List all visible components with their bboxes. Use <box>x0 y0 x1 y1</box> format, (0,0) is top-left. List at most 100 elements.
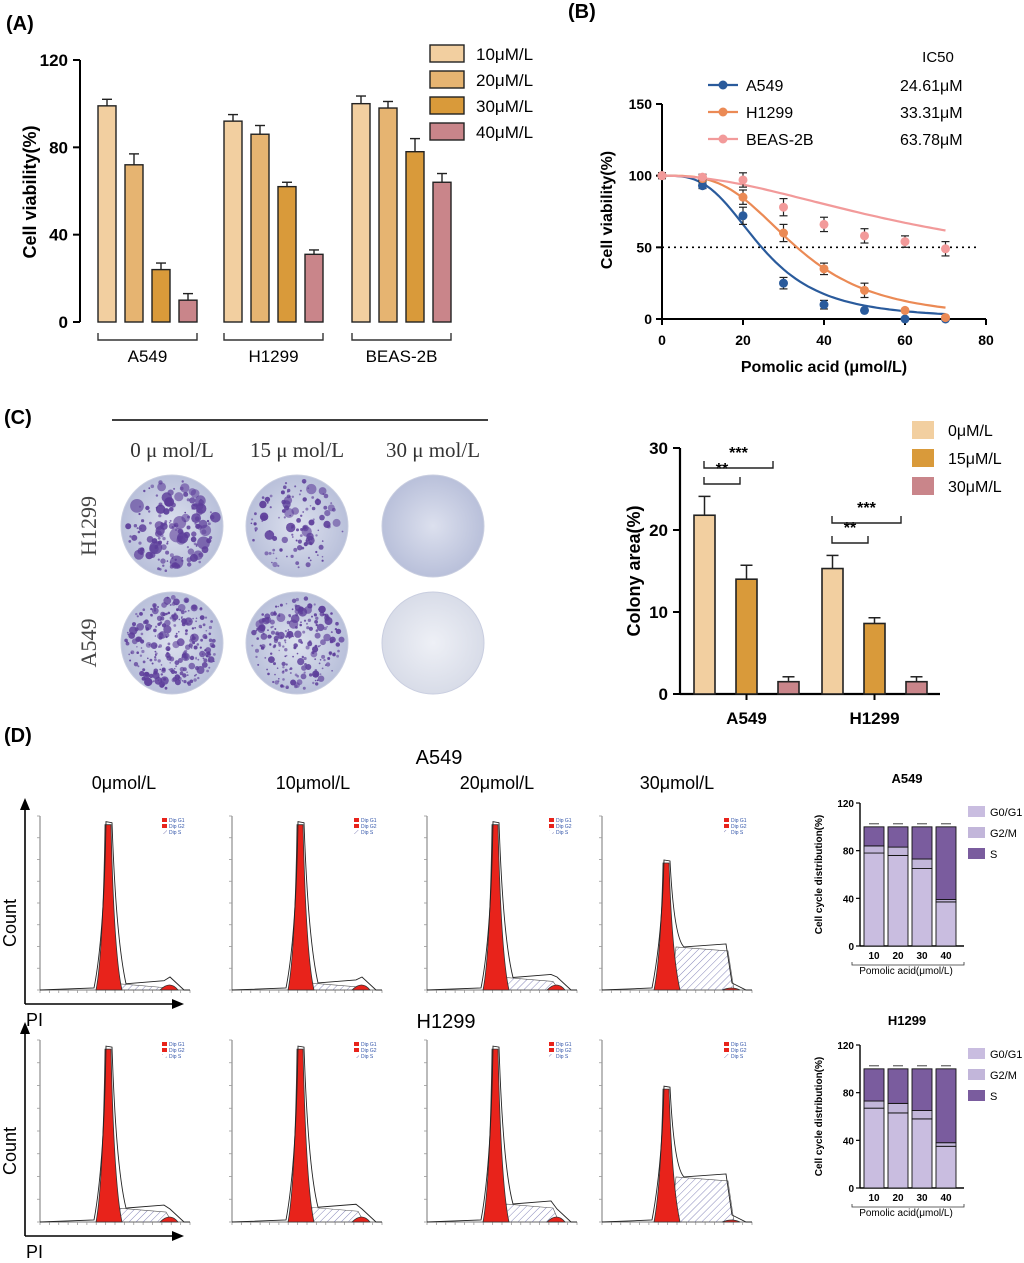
hist-legend-label: Dip S <box>731 830 744 836</box>
colony-dot <box>193 645 198 650</box>
colony-dot <box>319 644 322 647</box>
colony-dot <box>164 569 168 572</box>
colony-dot <box>281 499 287 505</box>
legend-swatch-20μM/L <box>429 70 465 89</box>
plate-row-label-a549: A549 <box>76 619 101 668</box>
colony-dot <box>294 643 298 648</box>
colony-dot <box>125 641 130 646</box>
colony-dot <box>291 608 294 611</box>
category-label-BEAS-2B: BEAS-2B <box>366 347 438 366</box>
colony-dot <box>305 507 309 511</box>
colony-dot <box>186 546 189 549</box>
colony-dot <box>264 551 269 556</box>
colony-dot <box>141 649 145 654</box>
y-tick-label: 80 <box>843 847 855 858</box>
colony-dot <box>287 629 290 631</box>
colony-dot <box>337 649 340 653</box>
colony-dot <box>272 552 275 555</box>
stacked-title-H1299: H1299 <box>888 1013 926 1028</box>
colony-dot <box>149 544 159 554</box>
stacked-cat-label: 20 <box>892 951 904 962</box>
stack-A549-20-G0/G1 <box>887 854 909 947</box>
stacked-legend-swatch-G0/G1 <box>968 1048 985 1059</box>
hist-g2-peak <box>159 984 179 991</box>
colony-dot <box>187 609 190 612</box>
colony-dot <box>307 556 311 560</box>
colony-dot <box>177 604 186 612</box>
colony-dot <box>318 662 321 665</box>
colony-dot <box>165 652 171 659</box>
colony-dot <box>197 658 200 661</box>
hist-legend-swatch <box>549 1054 554 1058</box>
colony-dot <box>133 524 138 528</box>
colony-dot <box>184 649 188 654</box>
colony-dot <box>183 680 187 684</box>
colony-dot <box>144 677 153 687</box>
stack-A549-10-S <box>863 826 885 847</box>
hist-trace <box>601 1085 752 1223</box>
colony-dot <box>256 637 260 640</box>
hist-g2-peak <box>721 1219 741 1223</box>
colony-dot <box>160 522 168 530</box>
hist-g1-peak <box>287 824 315 991</box>
legend-swatch-10μM/L <box>429 44 465 63</box>
colony-dot <box>297 658 305 666</box>
colony-dot <box>291 536 294 538</box>
colony-dot <box>191 507 194 510</box>
x-tick-label: 40 <box>816 332 832 348</box>
y-tick-label: 20 <box>649 521 668 540</box>
legend-swatch-30μM/L <box>429 96 465 115</box>
panel-b-xlabel: Pomolic acid (μmol/L) <box>741 359 907 376</box>
arrow-head <box>20 1022 30 1034</box>
y-tick-label: 120 <box>40 51 68 70</box>
colony-dot <box>148 487 151 490</box>
colony-dot <box>316 498 319 502</box>
colony-dot <box>275 605 278 608</box>
colony-dot <box>271 561 273 564</box>
colony-dot <box>168 521 171 524</box>
hist-legend-swatch <box>354 824 359 828</box>
colony-dot <box>157 659 161 663</box>
colony-dot <box>289 495 291 498</box>
colony-dot <box>319 673 322 676</box>
hist-trace <box>39 821 190 991</box>
colony-dot <box>314 672 319 677</box>
colony-dot <box>280 636 283 639</box>
colony-dot <box>204 616 208 619</box>
stacked-legend-swatch-G2/M <box>968 1069 985 1080</box>
colony-dot <box>299 489 302 492</box>
colony-dot <box>297 545 303 551</box>
hist-g1-peak <box>95 1048 123 1223</box>
colony-dot <box>314 620 318 624</box>
colony-dot <box>274 628 277 630</box>
colony-dot <box>162 536 166 541</box>
y-tick-label: 40 <box>49 226 68 245</box>
colony-dot <box>290 554 294 559</box>
colony-dot <box>155 530 162 537</box>
panel-c-colony-plates: 0 μ mol/L 15 μ mol/L 30 μ mol/L H1299 A5… <box>76 419 488 695</box>
colony-dot <box>283 485 287 490</box>
panel-a-bar-chart: Cell viability(%) 0 40 80 120 A549 H1299 BEAS-… <box>20 51 452 366</box>
colony-dot <box>174 634 178 638</box>
stack-H1299-30-S <box>911 1068 933 1111</box>
colony-dot <box>264 530 275 540</box>
colony-dot <box>153 609 157 612</box>
colony-dot <box>272 548 276 552</box>
hist-legend-swatch <box>549 818 554 822</box>
colony-dot <box>300 673 307 680</box>
arrow-head <box>20 798 30 810</box>
legend-label-40μM/L: 40μM/L <box>476 123 533 142</box>
colony-dot <box>306 483 317 495</box>
y-tick-label: 80 <box>49 138 68 157</box>
hist-legend-label: Dip G1 <box>169 818 185 824</box>
colony-dot <box>315 629 319 632</box>
colony-dot <box>141 519 145 523</box>
bar-H1299-40μM/L <box>304 253 324 323</box>
hist-legend-label: Dip G2 <box>731 824 747 830</box>
colony-dot <box>315 682 319 686</box>
colony-dot <box>330 631 333 634</box>
legend-label-H1299: H1299 <box>746 105 793 122</box>
colony-dot <box>175 529 177 531</box>
x-tick-label: 20 <box>735 332 751 348</box>
